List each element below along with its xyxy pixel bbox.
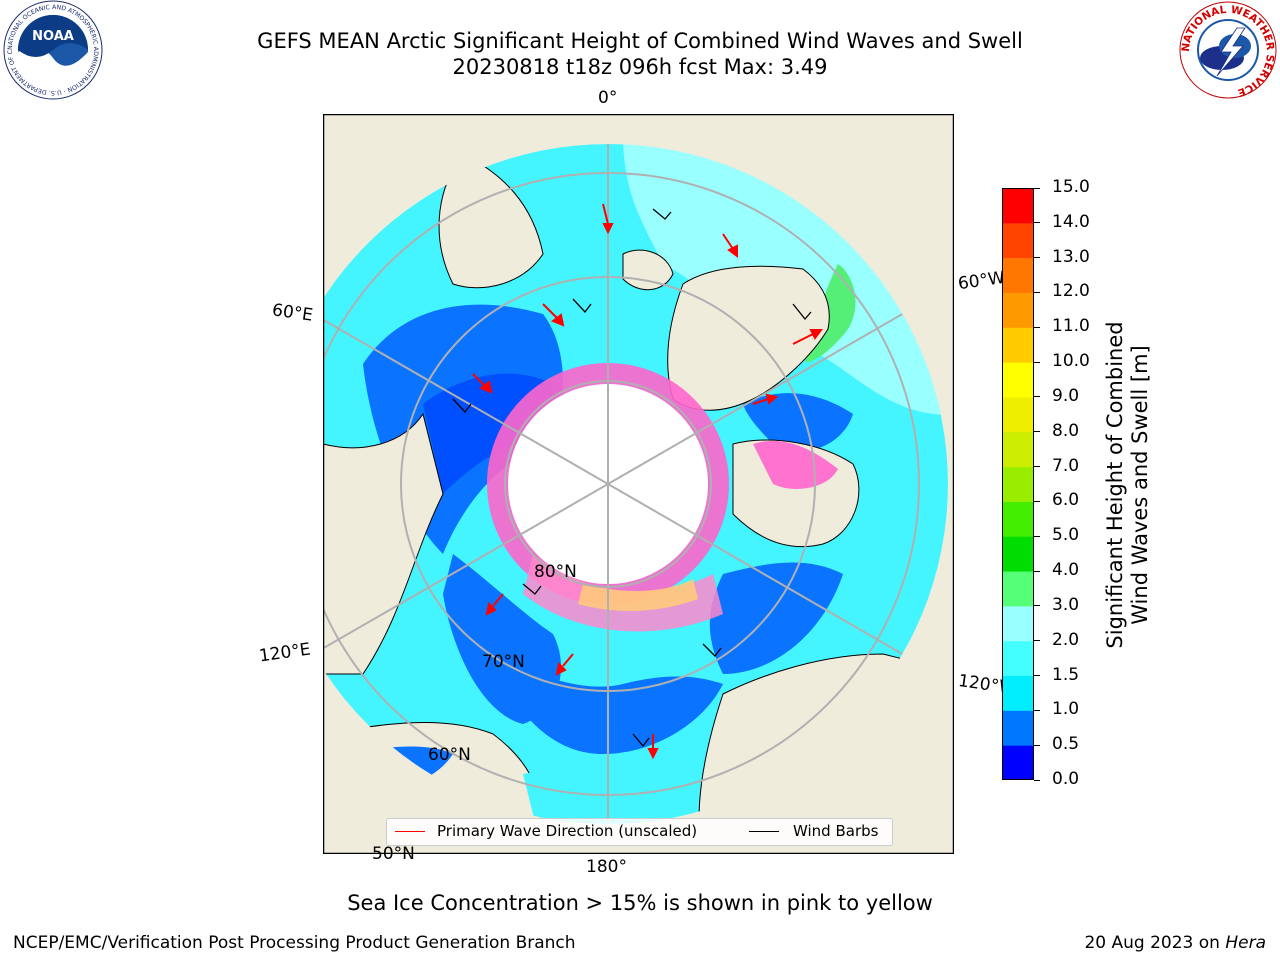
polar-map <box>268 113 955 855</box>
colorbar-tick-label: 1.0 <box>1052 699 1080 720</box>
beaufort-sea <box>709 562 843 674</box>
sea-ice-note: Sea Ice Concentration > 15% is shown in … <box>347 891 933 915</box>
footer-date-text: 20 Aug 2023 on <box>1084 933 1226 953</box>
noaa-logo-icon: NATIONAL OCEANIC AND ATMOSPHERIC ADMINIS… <box>0 0 103 100</box>
siberia <box>322 412 444 675</box>
map-legend: Primary Wave Direction (unscaled) Wind B… <box>386 818 893 846</box>
colorbar-label: Significant Height of Combined Wind Wave… <box>1103 321 1153 648</box>
colorbar-tick-mark <box>1034 326 1040 328</box>
colorbar-label-line1: Significant Height of Combined <box>1103 321 1127 649</box>
colorbar-tick-mark <box>1034 222 1040 224</box>
colorbar-segment <box>1002 571 1034 607</box>
colorbar <box>1002 188 1034 781</box>
colorbar-tick-mark <box>1034 570 1040 572</box>
colorbar-tick-label: 1.5 <box>1052 664 1080 685</box>
colorbar-segment <box>1002 396 1034 433</box>
colorbar-segment <box>1002 222 1034 259</box>
colorbar-tick-mark <box>1034 396 1040 398</box>
lat-label-80: 80°N <box>534 562 577 582</box>
wind-barbs-swatch <box>749 831 779 832</box>
lon-label-0: 0° <box>598 88 618 108</box>
noaa-logo-text: NOAA <box>32 29 74 44</box>
baffin-bay <box>743 393 853 454</box>
colorbar-tick-mark <box>1034 257 1040 259</box>
colorbar-tick-mark <box>1034 605 1040 607</box>
colorbar-segment <box>1002 501 1034 537</box>
lon-label-120e: 120°E <box>257 639 312 667</box>
colorbar-tick-label: 14.0 <box>1052 211 1090 232</box>
colorbar-segment <box>1002 188 1034 224</box>
footer-host: Hera <box>1225 933 1266 953</box>
colorbar-tick-label: 15.0 <box>1052 177 1090 197</box>
scandinavia <box>438 153 544 289</box>
colorbar-tick-mark <box>1034 535 1040 537</box>
primary-wave-swatch <box>395 831 425 832</box>
colorbar-tick-label: 5.0 <box>1052 525 1080 546</box>
colorbar-segment <box>1002 257 1034 293</box>
colorbar-segment <box>1002 675 1034 711</box>
colorbar-tick-label: 4.0 <box>1052 560 1080 581</box>
colorbar-tick-label: 12.0 <box>1052 281 1090 302</box>
lat-label-50: 50°N <box>372 844 415 864</box>
nws-logo-icon: NATIONAL WEATHER SERVICE <box>1179 1 1277 99</box>
colorbar-tick-label: 10.0 <box>1052 351 1090 372</box>
colorbar-segment <box>1002 327 1034 363</box>
nws-logo: NATIONAL WEATHER SERVICE <box>1177 0 1280 100</box>
colorbar-segment <box>1002 640 1034 677</box>
colorbar-segment <box>1002 605 1034 642</box>
colorbar-tick-label: 9.0 <box>1052 385 1080 406</box>
colorbar-tick-mark <box>1034 640 1040 642</box>
colorbar-tick-label: 11.0 <box>1052 316 1090 337</box>
colorbar-segment <box>1002 431 1034 468</box>
colorbar-tick-label: 6.0 <box>1052 490 1080 511</box>
colorbar-segment <box>1002 536 1034 572</box>
colorbar-tick-mark <box>1034 744 1040 746</box>
colorbar-tick-label: 0.0 <box>1052 769 1080 789</box>
colorbar-tick-mark <box>1034 361 1040 363</box>
colorbar-label-line2: Wind Waves and Swell [m] <box>1128 345 1152 625</box>
colorbar-tick-mark <box>1034 779 1040 781</box>
lon-label-60w: 60°W <box>956 267 1007 295</box>
legend-primary-wave: Primary Wave Direction (unscaled) <box>437 822 698 840</box>
noaa-logo: NATIONAL OCEANIC AND ATMOSPHERIC ADMINIS… <box>0 0 106 100</box>
colorbar-tick-label: 13.0 <box>1052 246 1090 267</box>
lon-label-60e: 60°E <box>270 300 315 326</box>
colorbar-tick-mark <box>1034 675 1040 677</box>
colorbar-tick-label: 7.0 <box>1052 455 1080 476</box>
colorbar-segment <box>1002 362 1034 398</box>
colorbar-segment <box>1002 745 1034 781</box>
colorbar-segment <box>1002 292 1034 328</box>
chart-subtitle: 20230818 t18z 096h fcst Max: 3.49 <box>452 55 828 79</box>
colorbar-tick-mark <box>1034 709 1040 711</box>
colorbar-tick-label: 3.0 <box>1052 594 1080 615</box>
map-frame <box>322 113 955 855</box>
footer-branch: NCEP/EMC/Verification Post Processing Pr… <box>13 933 576 953</box>
colorbar-tick-mark <box>1034 431 1040 433</box>
colorbar-tick-mark <box>1034 291 1040 293</box>
colorbar-tick-label: 2.0 <box>1052 629 1080 650</box>
lat-label-60: 60°N <box>428 745 471 765</box>
footer-date: 20 Aug 2023 on Hera <box>1084 933 1266 953</box>
colorbar-tick-mark <box>1034 466 1040 468</box>
lat-label-70: 70°N <box>482 652 525 672</box>
legend-wind-barbs: Wind Barbs <box>793 822 879 840</box>
colorbar-tick-label: 0.5 <box>1052 734 1080 755</box>
colorbar-tick-mark <box>1034 500 1040 502</box>
colorbar-tick-mark <box>1034 187 1040 189</box>
lon-label-180: 180° <box>586 857 627 877</box>
colorbar-tick-label: 8.0 <box>1052 420 1080 441</box>
chart-title: GEFS MEAN Arctic Significant Height of C… <box>257 29 1023 53</box>
colorbar-segment <box>1002 710 1034 746</box>
colorbar-segment <box>1002 466 1034 502</box>
